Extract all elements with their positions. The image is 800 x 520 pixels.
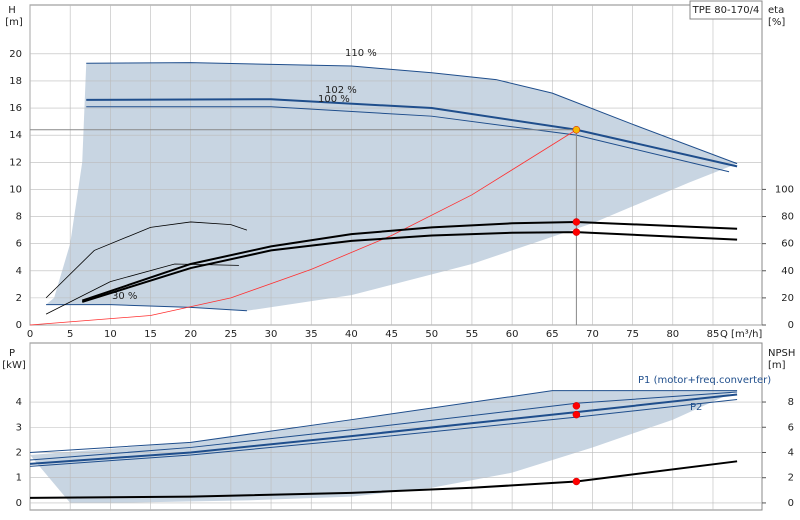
curve	[29, 129, 577, 326]
y2-axis-unit: [%]	[768, 17, 785, 28]
y-tick-label: 18	[9, 76, 22, 87]
y-tick-label: 8	[16, 212, 22, 223]
y2-tick-label: 6	[788, 422, 794, 433]
curve	[45, 263, 239, 315]
y-tick-label: 4	[16, 266, 22, 277]
y-tick-label: 0	[16, 498, 22, 509]
x-tick-label: 20	[184, 329, 197, 340]
x-tick-label: 25	[225, 329, 238, 340]
y-axis-label: P	[9, 348, 15, 359]
y2-axis-label: NPSH	[768, 348, 795, 359]
y-axis-unit: [kW]	[2, 360, 26, 371]
duty-point	[572, 125, 581, 134]
y-axis-unit: [m]	[5, 17, 23, 28]
y-tick-label: 16	[9, 103, 22, 114]
x-tick-label: 15	[144, 329, 157, 340]
y2-tick-label: 0	[788, 320, 794, 331]
y2-tick-label: 60	[781, 239, 794, 250]
y-tick-label: 6	[16, 239, 22, 250]
x-tick-label: 40	[345, 329, 358, 340]
curve-label: 102 %	[325, 85, 357, 96]
y-tick-label: 1	[16, 473, 22, 484]
curve	[86, 106, 730, 173]
y2-tick-label: 4	[788, 447, 794, 458]
curve	[46, 304, 247, 312]
y-axis-label: H	[8, 5, 16, 16]
y2-tick-label: 100	[775, 184, 794, 195]
duty-point	[572, 228, 581, 236]
y2-tick-label: 0	[788, 498, 794, 509]
curve	[29, 399, 738, 467]
x-tick-label: 10	[104, 329, 117, 340]
x-tick-label: 55	[466, 329, 479, 340]
curve	[29, 460, 738, 499]
x-tick-label: 60	[506, 329, 519, 340]
x-tick-label: 85	[707, 329, 720, 340]
x-tick-label: 50	[425, 329, 438, 340]
x-tick-label: 45	[385, 329, 398, 340]
y2-tick-label: 80	[781, 212, 794, 223]
title-box	[689, 0, 763, 20]
y2-axis-unit: [m]	[768, 360, 786, 371]
y-tick-label: 10	[9, 184, 22, 195]
curve	[86, 98, 738, 168]
curve	[81, 220, 738, 302]
x-tick-label: 30	[265, 329, 278, 340]
y-tick-label: 12	[9, 157, 22, 168]
duty-point	[572, 218, 581, 226]
y-tick-label: 0	[16, 320, 22, 331]
duty-point	[572, 402, 581, 410]
duty-point	[572, 477, 581, 486]
curve	[29, 391, 738, 461]
curve-label: 100 %	[318, 94, 350, 105]
y2-tick-label: 2	[788, 473, 794, 484]
duty-point	[572, 410, 581, 419]
y-tick-label: 4	[16, 397, 22, 408]
y2-tick-label: 20	[781, 293, 794, 304]
y2-tick-label: 40	[781, 266, 794, 277]
curve	[29, 390, 738, 453]
x-axis-label: Q [m³/h]	[720, 329, 762, 340]
x-tick-label: 65	[546, 329, 559, 340]
x-tick-label: 5	[67, 329, 73, 340]
curve-label: P2	[690, 402, 702, 413]
curve-label: 110 %	[345, 48, 377, 59]
curve	[81, 231, 738, 303]
x-tick-label: 35	[305, 329, 318, 340]
y2-axis-label: eta	[768, 5, 784, 16]
chart-title: TPE 80-170/4	[692, 5, 760, 16]
y-tick-label: 3	[16, 422, 22, 433]
x-tick-label: 75	[626, 329, 639, 340]
y-tick-label: 2	[16, 293, 22, 304]
y-tick-label: 14	[9, 130, 22, 141]
y-tick-label: 20	[9, 49, 22, 60]
curve	[29, 393, 738, 465]
curve-label: 30 %	[112, 291, 137, 302]
y-tick-label: 2	[16, 447, 22, 458]
curve	[45, 221, 248, 299]
x-tick-label: 70	[586, 329, 599, 340]
x-tick-label: 80	[666, 329, 679, 340]
curve-label: P1 (motor+freq.converter)	[638, 375, 771, 386]
y2-tick-label: 8	[788, 397, 794, 408]
x-tick-label: 0	[27, 329, 33, 340]
curve	[86, 62, 738, 165]
